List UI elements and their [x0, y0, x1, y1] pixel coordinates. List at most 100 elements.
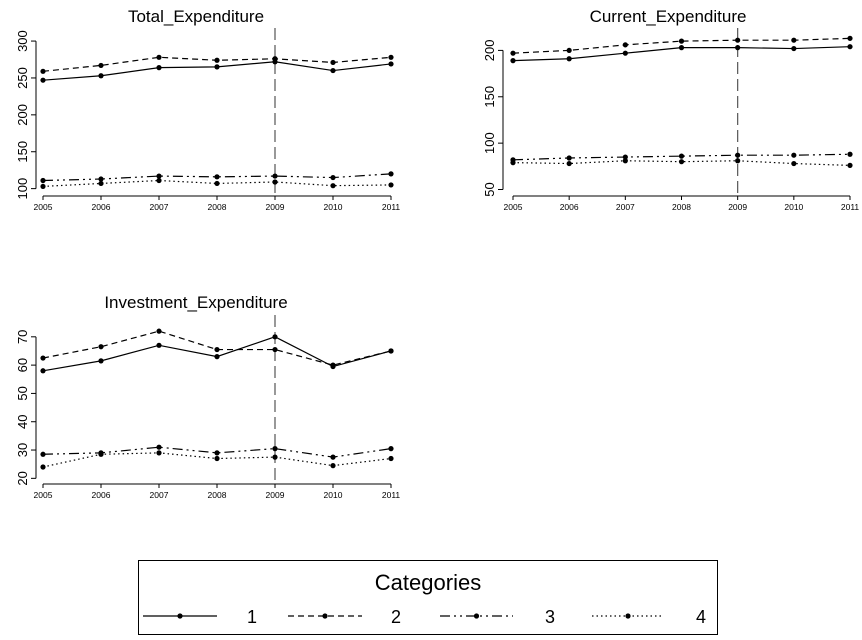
- data-point: [330, 67, 336, 74]
- data-point: [272, 56, 278, 62]
- panel-title: Current_Expenditure: [590, 7, 747, 26]
- panel-2: Current_Expenditure 50 100 150 200 2005 2006 20…: [482, 7, 859, 212]
- data-point: [214, 64, 220, 70]
- data-point: [40, 451, 46, 457]
- data-point: [566, 155, 572, 161]
- y-tick-label: 70: [15, 330, 30, 344]
- data-point: [388, 171, 394, 177]
- data-point: [272, 173, 278, 179]
- data-point: [40, 368, 46, 374]
- legend-label: 3: [545, 607, 555, 627]
- y-tick-label: 60: [15, 358, 30, 372]
- x-tick-label: 2009: [266, 202, 285, 212]
- data-point: [98, 176, 104, 182]
- data-point: [791, 160, 797, 167]
- series-4: [40, 177, 394, 190]
- data-point: [214, 174, 220, 180]
- data-point: [156, 54, 162, 60]
- series-3: [510, 151, 853, 163]
- x-tick-label: 2007: [150, 490, 169, 500]
- x-tick-label: 2008: [208, 202, 227, 212]
- data-point: [735, 37, 741, 43]
- data-point: [622, 158, 628, 164]
- legend-label: 2: [391, 607, 401, 627]
- data-point: [214, 346, 220, 353]
- data-point: [388, 446, 394, 452]
- panel-3: Investment_Expenditure 20 30 40 50 60 70 2005 20…: [15, 293, 400, 500]
- data-point: [98, 73, 104, 79]
- y-tick-label: 50: [482, 182, 497, 196]
- y-tick-label: 150: [15, 141, 30, 163]
- legend: Categories 1 2 3 4: [138, 560, 718, 635]
- legend-box: [138, 560, 718, 635]
- x-tick-label: 2010: [324, 202, 343, 212]
- series-4: [40, 450, 394, 470]
- data-point: [847, 151, 853, 157]
- data-point: [510, 160, 516, 166]
- data-point: [510, 50, 516, 56]
- legend-entry-1: 1: [143, 607, 257, 627]
- data-point: [40, 183, 46, 190]
- data-point: [40, 177, 46, 184]
- data-point: [847, 162, 853, 168]
- data-point: [388, 182, 394, 188]
- data-point: [272, 454, 278, 460]
- data-point: [622, 154, 628, 160]
- data-point: [330, 59, 336, 66]
- x-tick-label: 2006: [92, 490, 111, 500]
- data-point: [156, 342, 162, 348]
- data-point: [791, 45, 797, 52]
- data-point: [622, 50, 628, 56]
- y-tick-label: 200: [15, 104, 30, 126]
- data-point: [388, 54, 394, 60]
- series-4: [510, 158, 853, 168]
- data-point: [272, 346, 278, 353]
- data-point: [735, 45, 741, 51]
- data-point: [156, 177, 162, 184]
- data-point: [156, 444, 162, 450]
- data-point: [214, 354, 220, 360]
- data-point: [98, 180, 104, 187]
- y-tick-label: 100: [15, 178, 30, 200]
- x-tick-label: 2008: [208, 490, 227, 500]
- data-point: [791, 37, 797, 43]
- data-point: [214, 57, 220, 63]
- x-tick-label: 2010: [784, 202, 803, 212]
- data-point: [388, 61, 394, 67]
- y-tick-label: 150: [482, 86, 497, 108]
- legend-label: 4: [696, 607, 706, 627]
- y-tick-label: 50: [15, 386, 30, 400]
- data-point: [40, 355, 46, 361]
- data-point: [330, 454, 336, 460]
- data-point: [510, 58, 516, 64]
- data-point: [272, 446, 278, 452]
- data-point: [98, 358, 104, 364]
- y-tick-label: 250: [15, 67, 30, 89]
- x-tick-label: 2010: [324, 490, 343, 500]
- data-point: [156, 328, 162, 334]
- x-tick-label: 2008: [672, 202, 691, 212]
- x-tick-label: 2009: [728, 202, 747, 212]
- x-tick-label: 2011: [841, 202, 860, 212]
- data-point: [40, 68, 46, 74]
- series-2: [510, 35, 853, 56]
- y-tick-label: 40: [15, 414, 30, 428]
- data-point: [678, 159, 685, 165]
- legend-marker: [177, 613, 183, 619]
- data-point: [330, 174, 336, 181]
- x-tick-label: 2006: [560, 202, 579, 212]
- series-line: [42, 336, 392, 372]
- data-point: [330, 463, 336, 469]
- data-point: [156, 173, 162, 179]
- x-tick-label: 2005: [34, 490, 53, 500]
- legend-entry-2: 2: [288, 607, 401, 627]
- data-point: [735, 152, 741, 158]
- legend-entry-4: 4: [592, 607, 706, 627]
- legend-marker: [473, 613, 480, 619]
- legend-title: Categories: [375, 570, 481, 595]
- y-tick-label: 30: [15, 443, 30, 457]
- panel-1: Total_Expenditure 100 150 200 250 300 2005 2006…: [15, 7, 400, 212]
- data-point: [98, 62, 104, 69]
- x-tick-label: 2007: [150, 202, 169, 212]
